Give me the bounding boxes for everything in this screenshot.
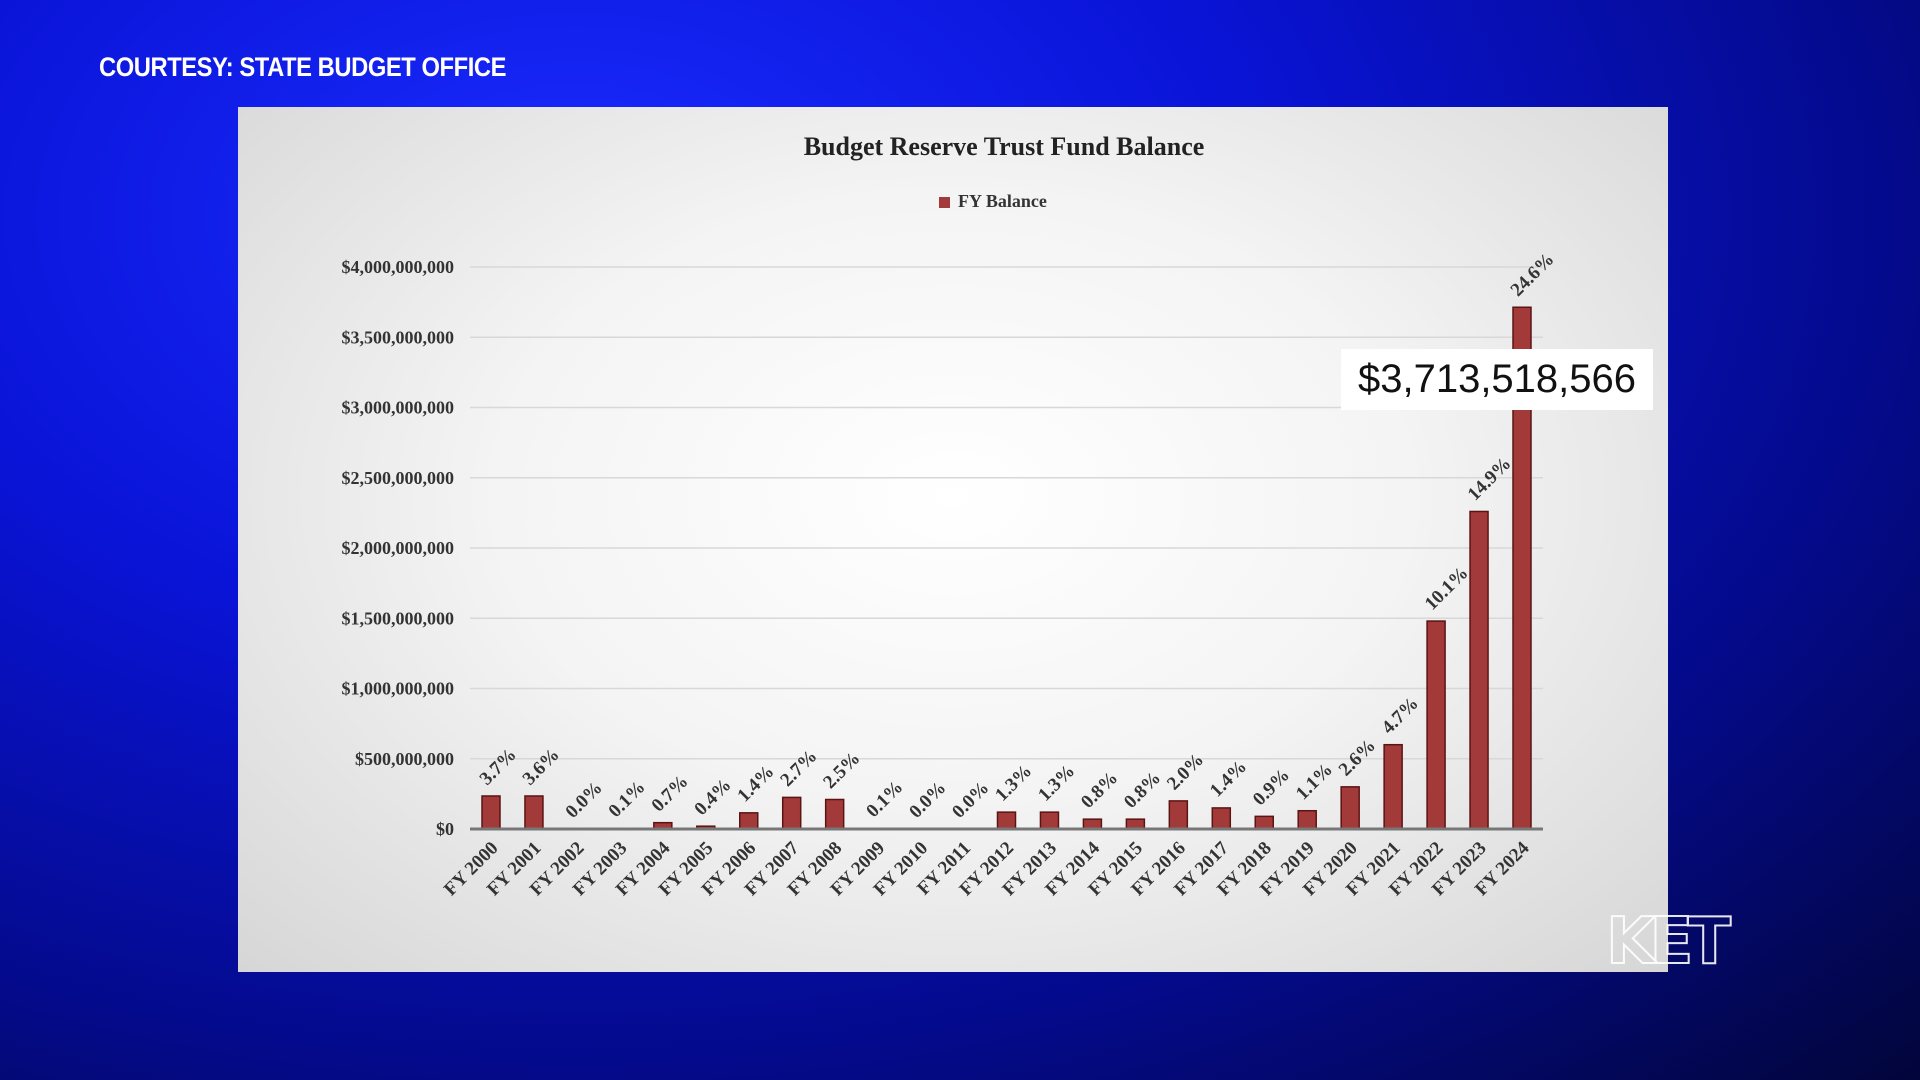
data-label: 2.0%	[1163, 749, 1208, 794]
bar-chart: Budget Reserve Trust Fund Balance FY Bala…	[342, 132, 1559, 900]
data-label: 0.0%	[905, 777, 950, 822]
y-tick-label: $2,000,000,000	[342, 538, 455, 558]
y-tick-label: $0	[436, 819, 454, 839]
data-label: 2.7%	[776, 746, 821, 791]
data-label: 0.0%	[948, 777, 993, 822]
y-tick-label: $3,500,000,000	[342, 327, 455, 347]
bar	[1254, 815, 1274, 830]
data-label: 1.4%	[1206, 756, 1251, 801]
bar	[996, 811, 1017, 830]
chart-title: Budget Reserve Trust Fund Balance	[804, 132, 1205, 161]
bar	[1297, 809, 1317, 830]
legend-label: FY Balance	[958, 191, 1047, 211]
data-label: 3.6%	[519, 744, 564, 789]
chart-panel: Budget Reserve Trust Fund Balance FY Bala…	[238, 107, 1668, 972]
bar	[1168, 800, 1189, 830]
data-label: 1.1%	[1292, 759, 1337, 804]
data-label: 4.7%	[1378, 693, 1423, 738]
bar	[524, 795, 544, 830]
legend-swatch	[939, 197, 950, 208]
value-callout: $3,713,518,566	[1341, 349, 1653, 410]
y-tick-label: $1,000,000,000	[342, 679, 455, 699]
y-tick-label: $3,000,000,000	[342, 398, 455, 418]
ket-logo: KET	[1605, 904, 1732, 980]
data-label: 0.1%	[862, 777, 907, 822]
bar	[1039, 811, 1060, 830]
bar	[781, 796, 802, 830]
data-label: 1.4%	[733, 761, 778, 806]
data-label: 24.6%	[1507, 249, 1559, 301]
bar	[1383, 743, 1403, 830]
bar	[481, 795, 501, 830]
data-label: 10.1%	[1421, 563, 1473, 615]
courtesy-caption: COURTESY: STATE BUDGET OFFICE	[99, 52, 506, 82]
bar	[824, 798, 845, 830]
data-label: 2.5%	[819, 748, 864, 793]
y-tick-label: $4,000,000,000	[342, 257, 455, 277]
data-label: 1.3%	[991, 761, 1036, 806]
data-label: 2.6%	[1335, 735, 1380, 780]
data-label: 14.9%	[1464, 453, 1516, 505]
bar	[739, 812, 759, 830]
y-tick-label: $2,500,000,000	[342, 468, 455, 488]
data-label: 3.7%	[476, 744, 521, 789]
y-tick-label: $1,500,000,000	[342, 608, 455, 628]
y-tick-label: $500,000,000	[355, 749, 454, 769]
bar	[1426, 620, 1446, 830]
data-label: 0.8%	[1120, 768, 1165, 813]
data-label: 0.8%	[1077, 768, 1122, 813]
data-label: 1.3%	[1034, 761, 1079, 806]
data-label: 0.0%	[562, 777, 607, 822]
bar	[1340, 786, 1360, 830]
data-label: 0.7%	[648, 771, 693, 816]
bar	[1211, 807, 1232, 830]
data-label: 0.9%	[1249, 765, 1294, 810]
data-label: 0.4%	[690, 775, 735, 820]
data-label: 0.1%	[605, 777, 650, 822]
bar	[1469, 510, 1489, 830]
